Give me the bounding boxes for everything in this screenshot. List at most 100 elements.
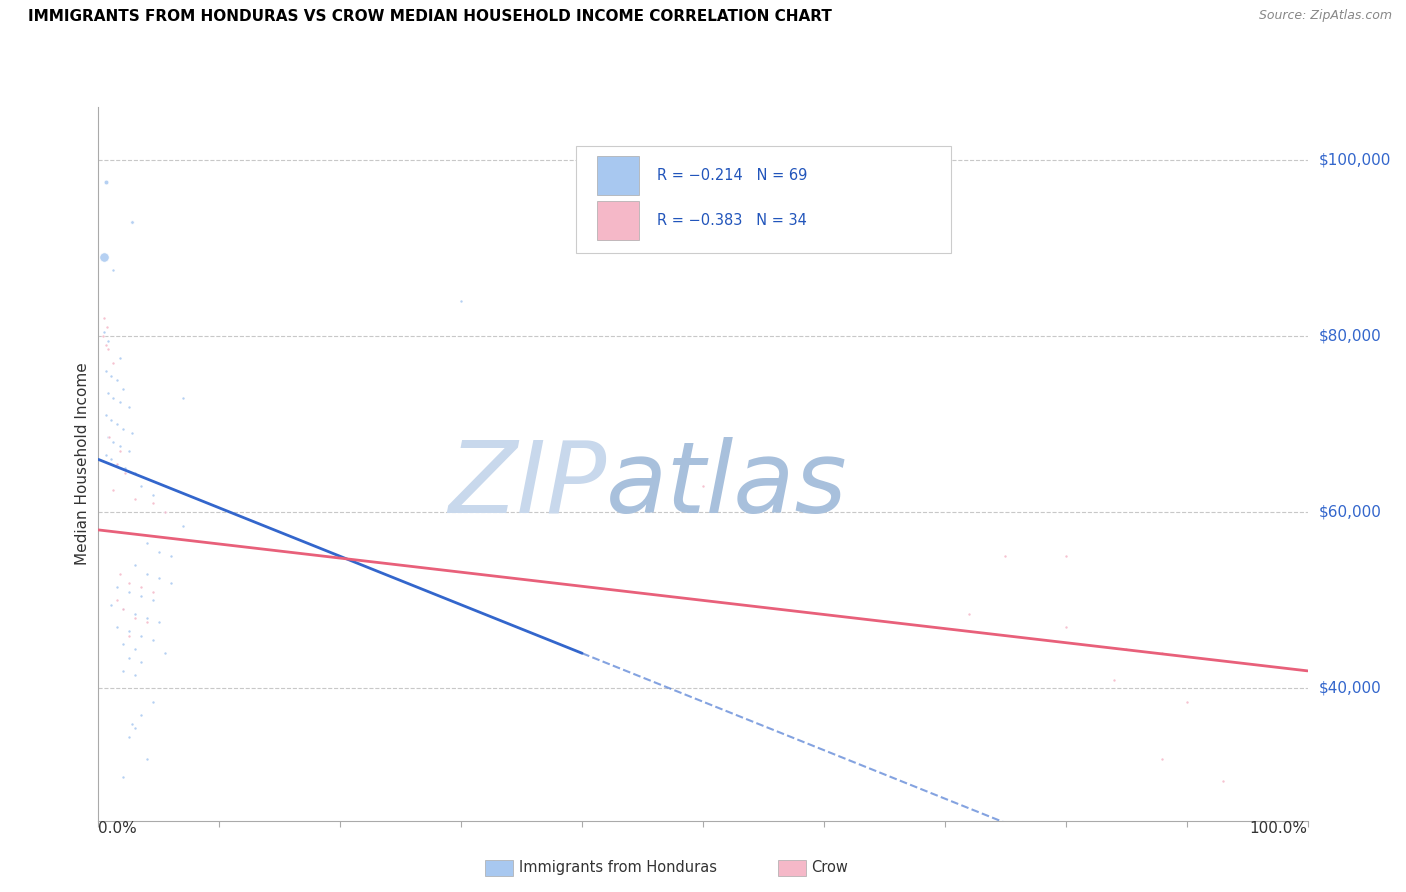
Text: R = −0.214   N = 69: R = −0.214 N = 69: [657, 168, 807, 183]
Point: [135, 752, 157, 766]
Point: [160, 575, 183, 590]
Point: [1115, 641, 1137, 656]
Point: [101, 434, 124, 449]
Point: [105, 457, 128, 471]
Point: [957, 607, 980, 621]
Point: [111, 602, 134, 616]
Point: [97, 386, 120, 401]
Point: [142, 695, 165, 709]
Point: [97, 334, 120, 348]
Point: [142, 488, 165, 502]
Point: [94, 338, 117, 352]
Point: [96, 320, 118, 334]
Point: [135, 615, 157, 630]
Point: [111, 637, 134, 651]
Point: [135, 536, 157, 550]
Text: $100,000: $100,000: [1319, 153, 1391, 168]
Point: [118, 443, 141, 458]
Point: [105, 373, 128, 387]
Point: [148, 615, 170, 630]
Point: [129, 589, 152, 603]
Point: [129, 580, 152, 594]
Point: [124, 492, 146, 507]
Point: [124, 641, 146, 656]
Point: [118, 400, 141, 414]
Point: [121, 716, 143, 731]
Point: [124, 668, 146, 682]
Point: [118, 575, 141, 590]
Point: [101, 391, 124, 405]
Point: [1054, 620, 1077, 634]
Point: [97, 343, 120, 357]
Point: [1152, 752, 1174, 766]
Point: [692, 479, 714, 493]
Text: Immigrants from Honduras: Immigrants from Honduras: [519, 861, 717, 875]
Point: [101, 263, 124, 277]
Point: [118, 584, 141, 599]
Point: [1054, 549, 1077, 564]
Point: [118, 730, 141, 744]
Point: [93, 311, 115, 326]
Point: [93, 325, 115, 339]
Point: [994, 549, 1017, 564]
Text: 0.0%: 0.0%: [98, 821, 138, 836]
Point: [135, 566, 157, 581]
Point: [148, 571, 170, 585]
Point: [101, 355, 124, 369]
Point: [111, 382, 134, 396]
Point: [100, 452, 122, 467]
Text: Source: ZipAtlas.com: Source: ZipAtlas.com: [1258, 9, 1392, 22]
Point: [105, 417, 128, 432]
Point: [160, 549, 183, 564]
Point: [108, 439, 131, 453]
Point: [114, 466, 136, 480]
Point: [172, 391, 194, 405]
Point: [94, 448, 117, 462]
Bar: [596, 155, 638, 194]
Point: [142, 593, 165, 607]
Point: [129, 655, 152, 669]
Point: [148, 545, 170, 559]
Point: [153, 646, 176, 660]
Point: [124, 558, 146, 573]
Text: ZIP: ZIP: [449, 437, 606, 533]
Point: [108, 566, 131, 581]
Y-axis label: Median Household Income: Median Household Income: [75, 362, 90, 566]
Point: [98, 430, 121, 444]
Point: [124, 466, 146, 480]
Point: [114, 461, 136, 475]
Point: [108, 395, 131, 409]
Text: $80,000: $80,000: [1319, 328, 1382, 343]
Point: [121, 425, 143, 440]
Point: [153, 505, 176, 519]
FancyBboxPatch shape: [576, 146, 950, 253]
Point: [124, 721, 146, 735]
Point: [97, 430, 120, 444]
Point: [101, 483, 124, 498]
Bar: [596, 201, 638, 240]
Text: R = −0.383   N = 34: R = −0.383 N = 34: [657, 212, 807, 227]
Point: [105, 457, 128, 471]
Text: Crow: Crow: [811, 861, 848, 875]
Point: [118, 629, 141, 643]
Point: [91, 329, 114, 343]
Point: [111, 421, 134, 435]
Point: [1102, 673, 1125, 687]
Point: [105, 620, 128, 634]
Point: [100, 413, 122, 427]
Point: [111, 664, 134, 678]
Point: [121, 214, 143, 228]
Point: [118, 624, 141, 639]
Point: [100, 368, 122, 383]
Point: [108, 443, 131, 458]
Point: [129, 479, 152, 493]
Point: [142, 584, 165, 599]
Point: [118, 650, 141, 665]
Text: $40,000: $40,000: [1319, 681, 1382, 696]
Point: [129, 629, 152, 643]
Point: [1212, 774, 1234, 789]
Point: [124, 607, 146, 621]
Point: [153, 505, 176, 519]
Point: [105, 580, 128, 594]
Point: [105, 593, 128, 607]
